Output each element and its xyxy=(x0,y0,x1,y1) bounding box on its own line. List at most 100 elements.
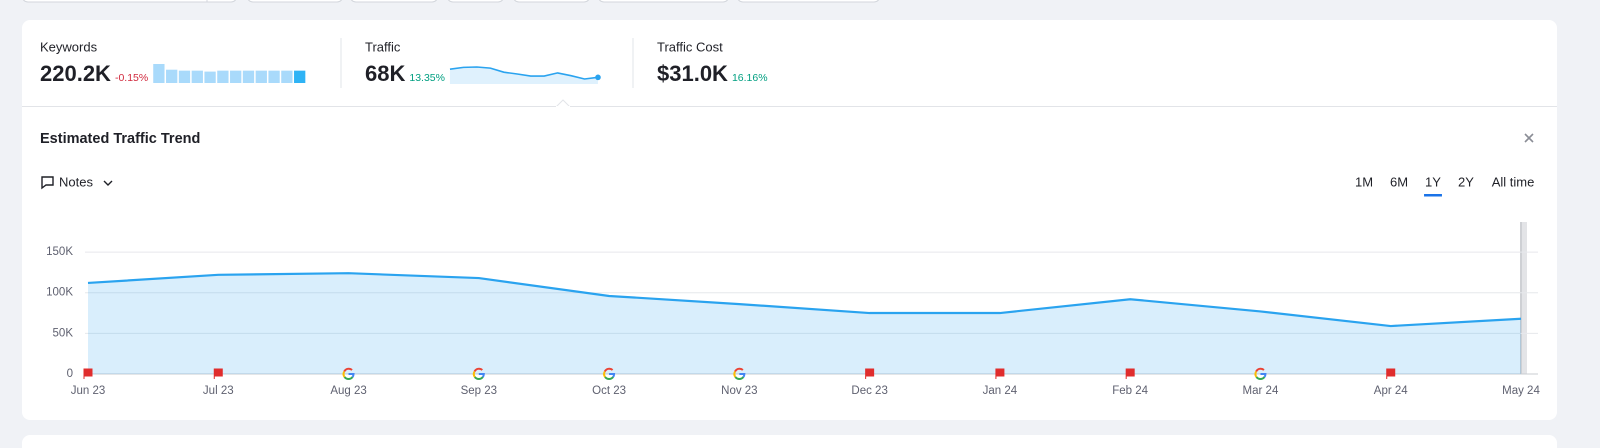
toolbar-button[interactable] xyxy=(447,0,504,3)
g-blue xyxy=(478,373,485,378)
event-flag xyxy=(995,368,1005,379)
metric-label: Keywords xyxy=(40,39,98,54)
area xyxy=(88,273,1521,374)
y-tick-label: 0 xyxy=(67,368,73,380)
metric-label: Traffic xyxy=(365,39,401,54)
google-update-icon xyxy=(733,367,746,380)
keyword-trend-bar xyxy=(242,70,255,83)
keyword-trend-bar xyxy=(191,70,203,83)
keyword-trend-bar xyxy=(217,70,229,83)
range-button[interactable]: 1Y xyxy=(1425,174,1441,189)
toolbar-button[interactable] xyxy=(247,0,343,3)
g-green xyxy=(343,376,354,380)
event-flag xyxy=(865,368,875,379)
x-tick-label: Jun 23 xyxy=(71,385,106,397)
toolbar-input[interactable] xyxy=(22,0,237,3)
g-blue xyxy=(609,373,616,378)
range-underline xyxy=(1424,194,1442,197)
range-button[interactable]: 6M xyxy=(1390,174,1408,189)
keyword-trend-bar xyxy=(178,70,191,83)
keyword-trend-bar xyxy=(255,70,267,83)
g-red xyxy=(473,367,483,373)
g-green xyxy=(1255,376,1266,380)
event-flag xyxy=(1386,368,1396,379)
toolbar-button[interactable] xyxy=(350,0,438,3)
notch-cover xyxy=(556,106,570,108)
x-tick-label: Feb 24 xyxy=(1112,385,1148,397)
g-red xyxy=(734,367,744,373)
notes-dropdown[interactable]: Notes xyxy=(41,174,113,190)
pointer-notch xyxy=(555,99,571,108)
g-red xyxy=(1255,367,1265,373)
g-yellow xyxy=(733,370,737,378)
google-update-icon xyxy=(472,367,485,380)
g-red xyxy=(603,367,614,373)
x-tick-label: Oct 23 xyxy=(592,385,626,397)
x-tick-label: Aug 23 xyxy=(330,385,366,397)
metric-change: -0.15% xyxy=(115,72,148,84)
g-green xyxy=(474,376,484,380)
range-button[interactable]: 2Y xyxy=(1458,174,1474,189)
g-yellow xyxy=(1254,370,1258,378)
chevron xyxy=(103,180,113,186)
g-yellow xyxy=(472,370,476,378)
g-blue xyxy=(348,373,355,378)
card xyxy=(22,20,1557,420)
metric-change: 16.16% xyxy=(732,72,768,84)
keyword-trend-bar xyxy=(294,70,306,83)
toolbar-button[interactable] xyxy=(598,0,729,3)
x-tick-label: May 24 xyxy=(1502,385,1540,397)
x-tick-label: Apr 24 xyxy=(1374,385,1408,397)
metric-value: $31.0K xyxy=(657,61,728,86)
range-button[interactable]: All time xyxy=(1492,174,1535,189)
event-flag xyxy=(213,368,223,379)
y-tick-label: 150K xyxy=(46,246,73,258)
google-update-icon xyxy=(342,367,355,380)
g-yellow xyxy=(603,370,606,378)
toolbar-button[interactable] xyxy=(513,0,590,3)
y-tick-label: 100K xyxy=(46,287,73,299)
google-update-icon xyxy=(1254,367,1267,380)
keyword-trend-bar xyxy=(204,71,216,83)
x-tick-label: Sep 23 xyxy=(461,385,497,397)
keyword-trend-bar xyxy=(166,69,178,83)
range-button[interactable]: 1M xyxy=(1355,174,1373,189)
x-tick-label: Jan 24 xyxy=(983,385,1018,397)
event-flag xyxy=(1125,368,1135,379)
metric-change: 13.35% xyxy=(409,72,445,84)
x-tick-label: Jul 23 xyxy=(203,385,234,397)
g-yellow xyxy=(342,370,346,378)
metric-label: Traffic Cost xyxy=(657,39,723,54)
event-flag xyxy=(83,368,93,379)
g-blue xyxy=(1260,373,1267,378)
line xyxy=(87,272,1522,328)
keyword-trend-bar xyxy=(281,70,293,83)
toolbar-button[interactable] xyxy=(737,0,880,3)
next-card xyxy=(22,435,1557,448)
metric-value: 220.2K xyxy=(40,61,111,86)
keyword-trend-bar xyxy=(153,64,165,83)
g-red xyxy=(343,367,353,373)
notes-icon xyxy=(41,176,54,190)
metric-value: 68K xyxy=(365,61,405,86)
close-button[interactable] xyxy=(1524,133,1534,143)
close-icon xyxy=(1524,133,1534,143)
google-update-icon xyxy=(603,367,616,380)
x-tick-label: Mar 24 xyxy=(1243,385,1279,397)
hover-band xyxy=(1520,222,1527,374)
panel-title: Estimated Traffic Trend xyxy=(40,131,200,147)
y-tick-label: 50K xyxy=(53,327,74,339)
x-tick-label: Nov 23 xyxy=(721,385,757,397)
keyword-trend-bar xyxy=(230,70,242,83)
sparkline-dot xyxy=(595,74,601,81)
notes-label: Notes xyxy=(59,174,93,189)
g-green xyxy=(734,376,745,380)
x-tick-label: Dec 23 xyxy=(851,385,887,397)
g-blue xyxy=(739,373,746,378)
sparkline xyxy=(449,66,599,80)
g-green xyxy=(604,376,614,380)
toolbar-remnants xyxy=(22,0,880,3)
keyword-trend-bar xyxy=(268,70,280,83)
